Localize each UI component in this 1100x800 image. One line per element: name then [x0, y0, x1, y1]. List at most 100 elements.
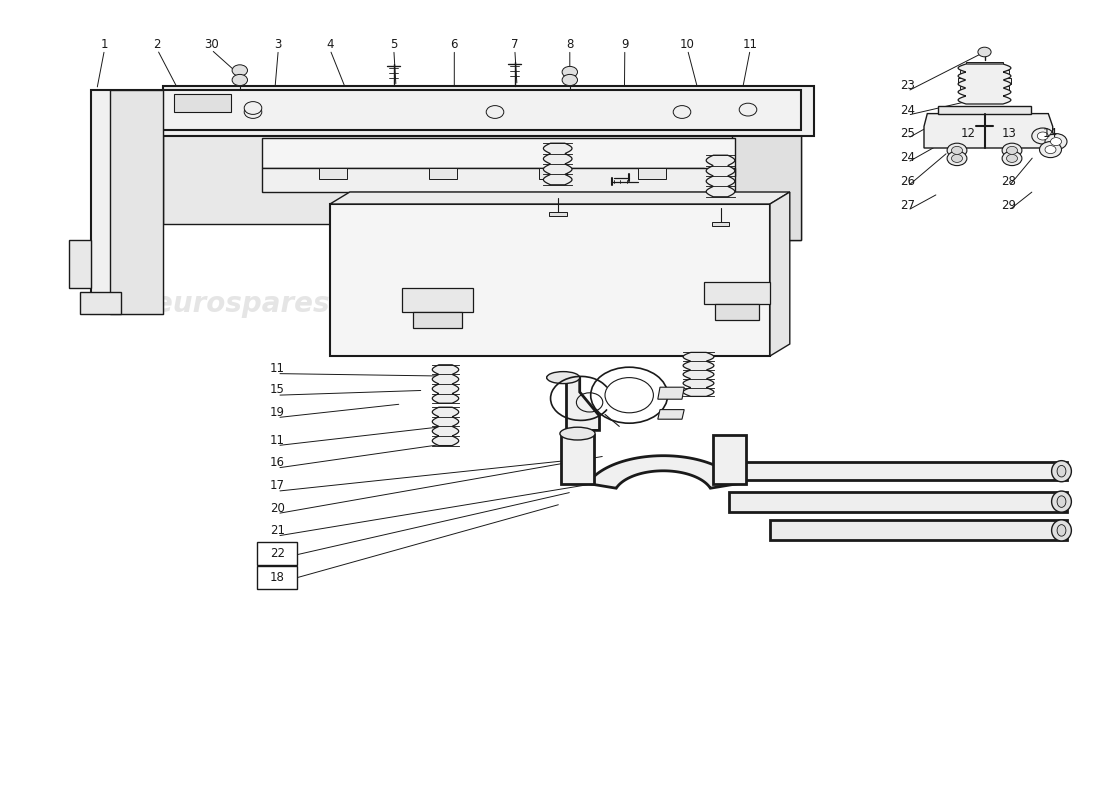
Text: 8: 8 — [566, 38, 573, 50]
Bar — [958, 78, 1011, 84]
Polygon shape — [163, 90, 801, 130]
Circle shape — [562, 74, 578, 86]
Circle shape — [562, 66, 578, 78]
Ellipse shape — [547, 371, 580, 383]
Text: eurospares: eurospares — [506, 290, 682, 318]
Text: 20: 20 — [270, 502, 285, 514]
Text: 3: 3 — [275, 38, 282, 50]
Polygon shape — [712, 222, 729, 226]
Polygon shape — [539, 168, 566, 179]
Circle shape — [1045, 134, 1067, 150]
Bar — [257, 566, 297, 589]
Polygon shape — [432, 407, 459, 446]
Text: 19: 19 — [270, 406, 285, 418]
Text: 18: 18 — [270, 571, 285, 584]
Circle shape — [947, 151, 967, 166]
Text: 24: 24 — [900, 151, 915, 164]
Bar — [966, 62, 1003, 68]
Polygon shape — [658, 387, 684, 399]
Circle shape — [952, 146, 962, 154]
Polygon shape — [561, 435, 594, 484]
Polygon shape — [683, 352, 714, 396]
Text: 11: 11 — [270, 434, 285, 446]
Text: 7: 7 — [512, 38, 518, 50]
Polygon shape — [330, 204, 770, 356]
Ellipse shape — [1057, 496, 1066, 507]
Text: 29: 29 — [1001, 199, 1016, 212]
Circle shape — [486, 106, 504, 118]
Circle shape — [1037, 132, 1048, 140]
Text: 21: 21 — [270, 524, 285, 537]
Circle shape — [1050, 138, 1062, 146]
Text: 4: 4 — [327, 38, 333, 50]
Text: 15: 15 — [270, 383, 285, 396]
Ellipse shape — [1057, 466, 1066, 477]
Polygon shape — [729, 462, 1067, 480]
Polygon shape — [432, 365, 459, 403]
Polygon shape — [543, 143, 572, 185]
Polygon shape — [729, 492, 1067, 512]
Bar — [960, 70, 1009, 76]
Text: 5: 5 — [390, 38, 397, 50]
Bar — [960, 86, 1009, 92]
Circle shape — [739, 103, 757, 116]
Bar — [966, 94, 1003, 100]
Polygon shape — [770, 520, 1067, 540]
Text: 28: 28 — [1001, 175, 1016, 188]
Polygon shape — [638, 168, 666, 179]
Bar — [257, 542, 297, 565]
Circle shape — [978, 47, 991, 57]
Circle shape — [947, 143, 967, 158]
Polygon shape — [770, 192, 790, 356]
Polygon shape — [91, 90, 163, 314]
Circle shape — [1045, 146, 1056, 154]
Polygon shape — [958, 64, 1011, 104]
Polygon shape — [732, 90, 801, 240]
Polygon shape — [412, 312, 462, 328]
Text: 27: 27 — [900, 199, 915, 212]
Text: 17: 17 — [270, 479, 285, 492]
Circle shape — [244, 102, 262, 114]
Text: 2: 2 — [154, 38, 161, 50]
Polygon shape — [319, 168, 346, 179]
Text: 6: 6 — [451, 38, 458, 50]
Polygon shape — [547, 378, 600, 430]
Text: 23: 23 — [900, 79, 915, 92]
Polygon shape — [549, 212, 566, 216]
Text: 9: 9 — [621, 38, 628, 50]
Polygon shape — [938, 106, 1031, 114]
Text: 13: 13 — [1001, 127, 1016, 140]
Text: 1: 1 — [101, 38, 108, 50]
Circle shape — [1006, 146, 1018, 154]
Ellipse shape — [1052, 461, 1071, 482]
Text: 30: 30 — [204, 38, 219, 50]
Text: 16: 16 — [270, 456, 285, 469]
Text: 14: 14 — [1043, 127, 1058, 140]
Polygon shape — [402, 288, 473, 312]
Polygon shape — [713, 435, 746, 484]
Polygon shape — [706, 155, 735, 197]
Polygon shape — [715, 304, 759, 320]
Polygon shape — [704, 282, 770, 304]
Text: 11: 11 — [270, 362, 285, 374]
Circle shape — [1006, 154, 1018, 162]
Polygon shape — [163, 86, 814, 136]
Polygon shape — [80, 292, 121, 314]
Circle shape — [232, 74, 248, 86]
Bar — [174, 94, 231, 112]
Text: 24: 24 — [900, 104, 915, 117]
Ellipse shape — [1057, 525, 1066, 536]
Polygon shape — [262, 138, 735, 176]
Polygon shape — [429, 168, 456, 179]
Circle shape — [673, 106, 691, 118]
Ellipse shape — [1052, 491, 1071, 512]
Polygon shape — [588, 456, 738, 488]
Circle shape — [952, 154, 962, 162]
Text: 12: 12 — [960, 127, 976, 140]
Polygon shape — [330, 192, 790, 204]
Polygon shape — [262, 168, 735, 192]
Text: eurospares: eurospares — [154, 290, 330, 318]
Ellipse shape — [560, 427, 595, 440]
Circle shape — [232, 65, 248, 76]
Polygon shape — [69, 240, 91, 288]
